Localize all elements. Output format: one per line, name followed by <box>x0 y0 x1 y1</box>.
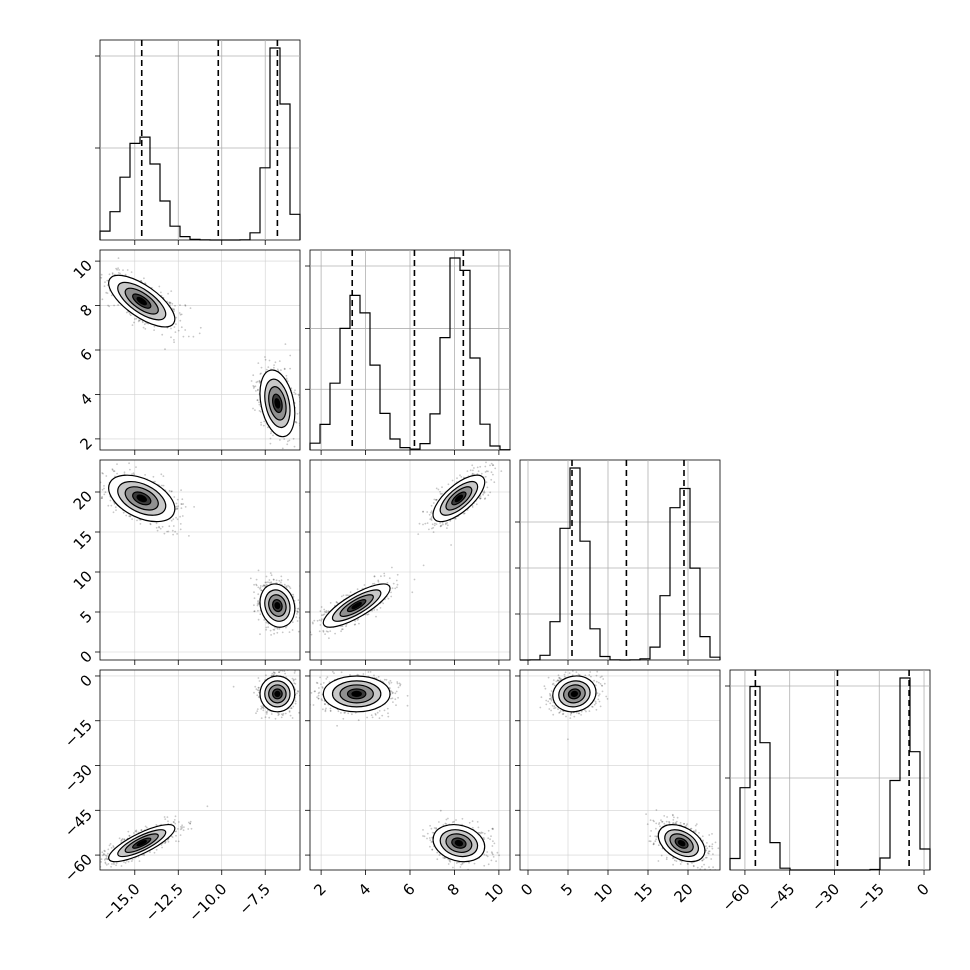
scatter-panel-3-2 <box>515 669 721 875</box>
x-tick-label: 10 <box>481 880 507 906</box>
y-tick-label: 15 <box>70 527 96 553</box>
x-tick-label: −15.0 <box>98 880 143 925</box>
panel-content <box>100 670 300 870</box>
histogram-panel-3 <box>725 669 931 875</box>
x-tick-label: −60 <box>719 880 754 915</box>
x-tick-label: 0 <box>913 880 932 899</box>
x-tick-label: 2 <box>310 880 329 899</box>
density-contour <box>274 398 281 409</box>
y-tick-label: −15 <box>61 716 96 751</box>
x-tick-label: 5 <box>557 880 576 899</box>
x-tick-label: 0 <box>517 880 536 899</box>
panel-content <box>100 250 300 450</box>
x-tick-label: −15 <box>853 880 888 915</box>
density-contour <box>454 839 464 847</box>
scatter-panel-1-0 <box>95 249 301 455</box>
histogram-panel-2 <box>515 459 721 665</box>
panel-frame <box>519 669 721 871</box>
x-tick-label: −45 <box>763 880 798 915</box>
histogram-panel-1 <box>305 249 511 455</box>
y-tick-label: 20 <box>70 487 96 513</box>
scatter-panel-2-1 <box>305 459 511 665</box>
x-tick-label: −10.0 <box>185 880 230 925</box>
x-tick-label: −30 <box>808 880 843 915</box>
x-tick-label: −12.5 <box>142 880 187 925</box>
x-tick-label: 10 <box>591 880 617 906</box>
density-contour <box>351 690 362 697</box>
scatter-panel-2-0 <box>95 459 301 665</box>
y-tick-label: 8 <box>77 301 96 320</box>
x-tick-label: 4 <box>355 880 374 899</box>
y-tick-label: 4 <box>77 390 96 409</box>
y-tick-label: 2 <box>77 434 96 453</box>
y-tick-label: 0 <box>77 647 96 666</box>
density-contour <box>274 690 281 697</box>
panel-content <box>520 670 720 870</box>
density-contour <box>351 601 362 610</box>
histogram-steps <box>309 257 511 451</box>
density-contour <box>136 494 147 503</box>
y-tick-label: −30 <box>61 761 96 796</box>
x-tick-label: 20 <box>671 880 697 906</box>
panel-content <box>100 460 300 660</box>
density-contour <box>454 494 464 503</box>
histogram-steps <box>99 47 301 241</box>
scatter-panel-3-0 <box>95 669 301 875</box>
y-tick-label: −45 <box>61 806 96 841</box>
y-tick-label: 0 <box>77 671 96 690</box>
density-contour <box>136 296 147 306</box>
histogram-steps <box>729 677 931 871</box>
x-tick-label: 8 <box>444 880 463 899</box>
x-tick-label: 15 <box>631 880 657 906</box>
density-contour <box>677 839 686 847</box>
density-contour <box>136 839 147 847</box>
panel-frame <box>99 459 301 661</box>
panel-content <box>310 670 510 870</box>
y-tick-label: −60 <box>61 850 96 885</box>
panel-frame <box>99 669 301 871</box>
x-tick-label: 6 <box>399 880 418 899</box>
panel-content <box>310 460 510 660</box>
y-tick-label: 10 <box>70 567 96 593</box>
x-tick-label: −7.5 <box>235 880 273 918</box>
y-tick-label: 6 <box>77 345 96 364</box>
density-contour <box>274 601 281 610</box>
y-tick-label: 10 <box>70 256 96 282</box>
histogram-panel-0 <box>95 39 301 245</box>
histogram-steps <box>520 467 721 661</box>
scatter-panel-3-1 <box>305 669 511 875</box>
y-tick-label: 5 <box>77 607 96 626</box>
density-contour <box>570 690 579 697</box>
